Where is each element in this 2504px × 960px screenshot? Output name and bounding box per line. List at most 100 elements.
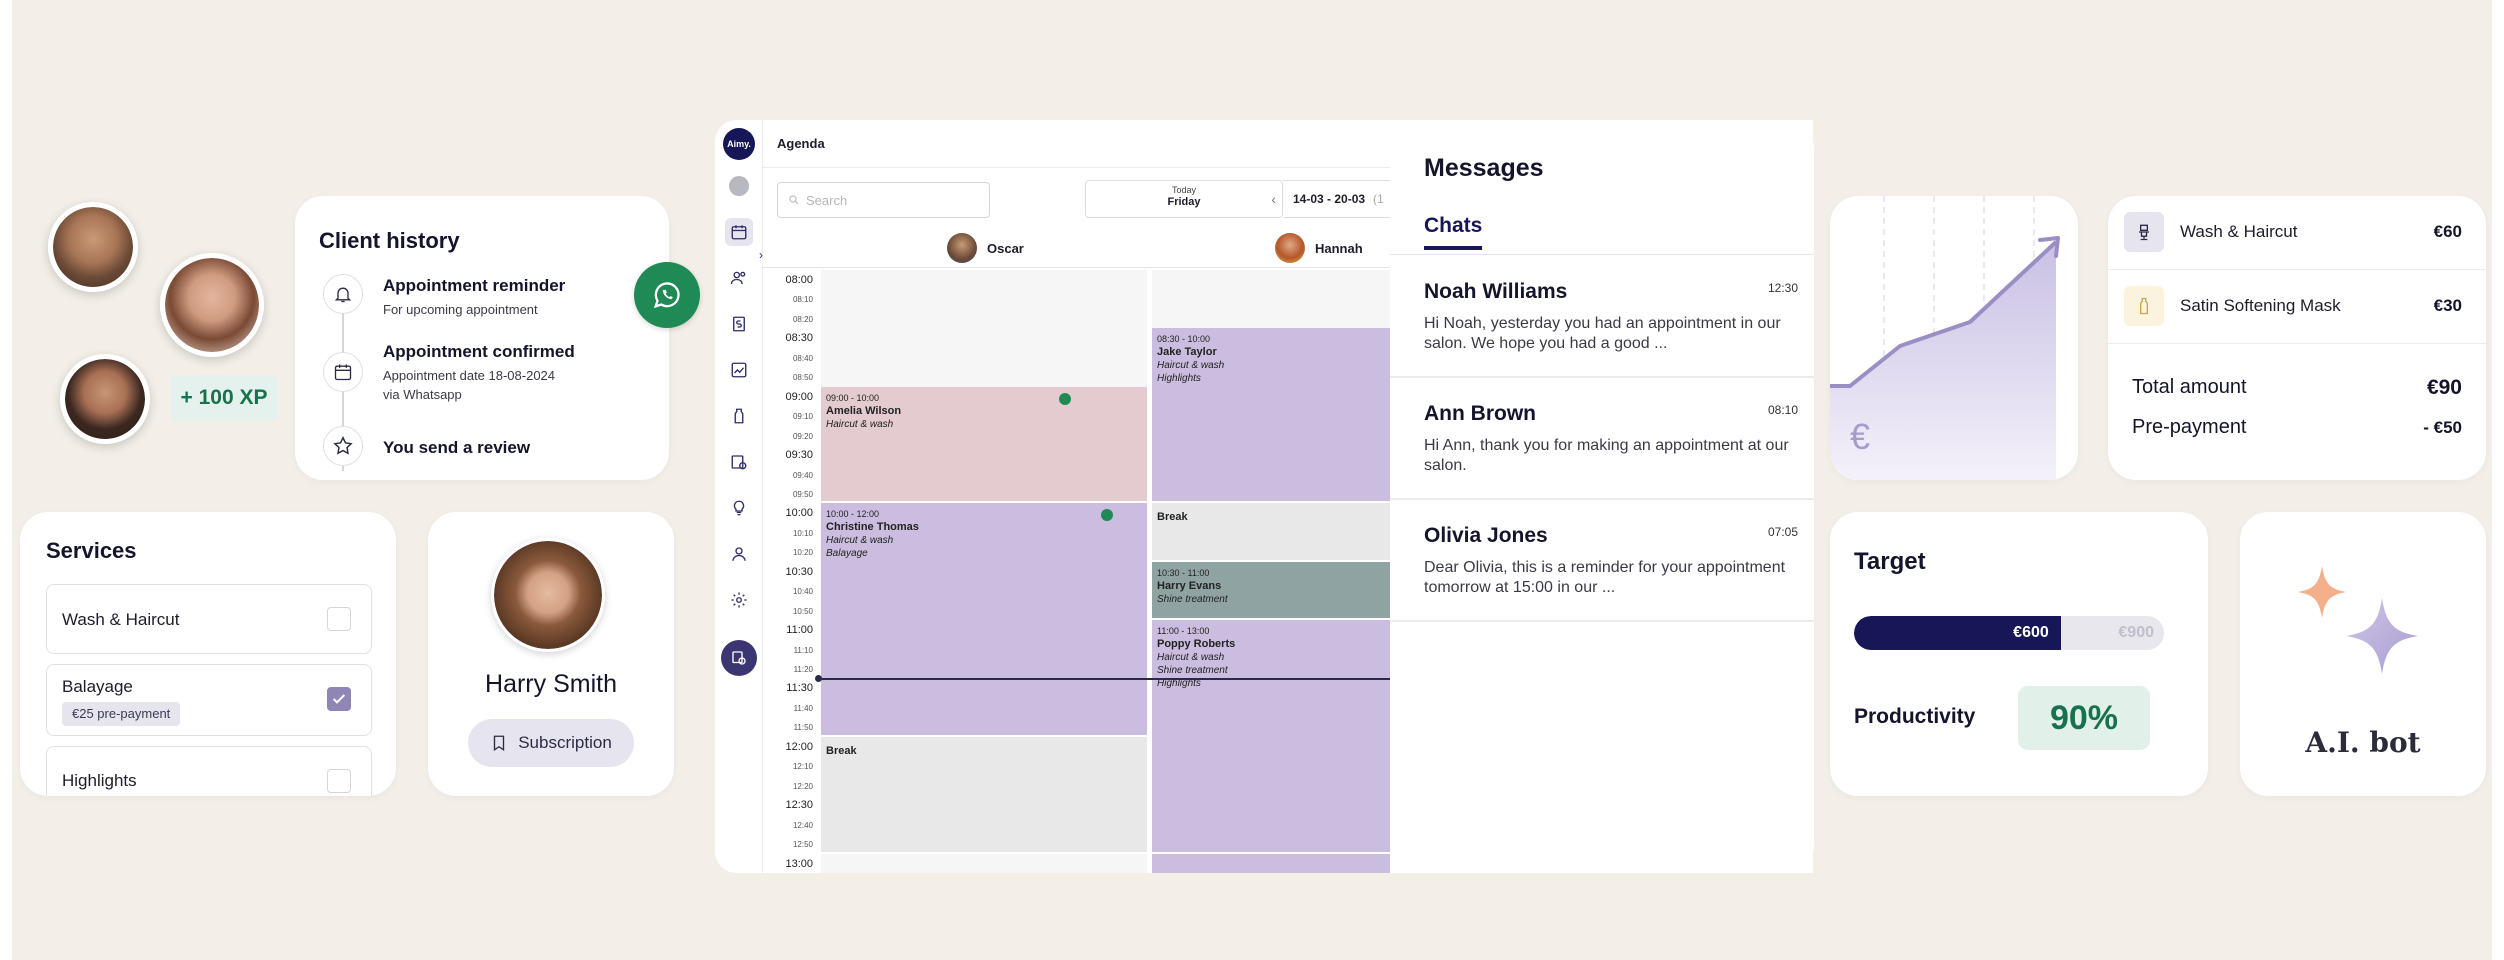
appointment-block[interactable]: 09:00 - 10:00 Amelia Wilson Haircut & wash	[821, 386, 1147, 504]
today-day: Friday	[1167, 196, 1201, 208]
target-goal: €900	[2118, 624, 2154, 641]
trend-area	[1830, 242, 2056, 480]
invoice-icon[interactable]	[725, 310, 753, 338]
chat-item[interactable]: Olivia Jones 07:05 Dear Olivia, this is …	[1390, 500, 1814, 622]
service-label: Wash & Haircut	[62, 610, 180, 629]
booking-app-icon[interactable]	[721, 640, 757, 676]
service-item-wash-haircut[interactable]: Wash & Haircut	[46, 584, 372, 654]
tabs-divider	[1390, 254, 1814, 255]
services-title: Services	[46, 538, 137, 563]
chat-time: 08:10	[1767, 403, 1798, 417]
prepayment-badge: €25 pre-payment	[62, 702, 181, 726]
time-label: 08:00	[785, 274, 813, 286]
product-icon[interactable]	[725, 402, 753, 430]
service-checkbox-checked[interactable]	[327, 687, 351, 711]
appointment-block[interactable]: 10:00 - 12:00 Christine Thomas Haircut & w…	[821, 503, 1147, 737]
time-label: 09:30	[785, 449, 813, 462]
profile-card: Harry Smith Subscription	[428, 512, 674, 796]
staff-avatar	[947, 233, 977, 263]
staff-avatar	[1275, 233, 1305, 263]
time-label: 11:50	[793, 723, 813, 733]
time-label: 11:10	[793, 645, 813, 655]
search-icon	[789, 195, 799, 205]
appointment-service: Highlights	[1157, 373, 1201, 385]
invoice-item-price: €30	[2433, 296, 2462, 315]
current-time-line	[818, 678, 1492, 680]
history-item-sub: Appointment date 18-08-2024	[383, 368, 556, 383]
chat-preview: Hi Noah, yesterday you had an appointmen…	[1424, 315, 1781, 352]
history-item-sub: via Whatsapp	[383, 387, 462, 402]
time-label: 11:00	[786, 624, 813, 637]
avatar-female-1	[160, 253, 264, 357]
appointment-service: Haircut & wash	[826, 535, 894, 547]
status-paid-icon	[1059, 392, 1071, 405]
time-label: 10:40	[792, 587, 813, 597]
clients-icon[interactable]	[725, 264, 753, 292]
time-label: 12:40	[792, 820, 813, 830]
search-input[interactable]: Search	[777, 182, 990, 218]
user-avatar-icon[interactable]	[725, 172, 753, 200]
service-checkbox[interactable]	[327, 769, 351, 793]
chat-name: Noah Williams	[1424, 280, 1568, 303]
app-logo: Aimy.	[723, 128, 755, 160]
time-label: 10:20	[792, 548, 813, 558]
target-progress-bar: €600 €900	[1854, 616, 2164, 650]
agenda-title: Agenda	[777, 136, 825, 151]
euro-icon: €	[1850, 416, 1871, 457]
ai-bot-label: A.I. bot	[2305, 726, 2421, 759]
booking-icon[interactable]	[725, 448, 753, 476]
history-item-title: Appointment reminder	[383, 276, 566, 295]
subscription-button[interactable]: Subscription	[468, 719, 634, 767]
expand-sidebar-icon[interactable]: ›	[759, 248, 763, 262]
time-label: 11:30	[786, 682, 813, 695]
break-block[interactable]: Break	[821, 736, 1147, 854]
appointment-client: Christine Thomas	[826, 521, 919, 534]
appointment-time: 10:30 - 11:00	[1157, 567, 1210, 578]
appointment-time: 08:30 - 10:00	[1157, 334, 1211, 345]
profile-icon[interactable]	[725, 540, 753, 568]
chat-item[interactable]: Ann Brown 08:10 Hi Ann, thank you for ma…	[1390, 378, 1814, 500]
prev-week-icon[interactable]: ‹	[1271, 191, 1276, 207]
invoice-card: Wash & Haircut €60 Satin Softening Mask …	[2108, 196, 2486, 480]
time-label: 08:20	[792, 314, 813, 324]
stats-icon[interactable]	[725, 356, 753, 384]
time-label: 09:50	[792, 489, 813, 499]
invoice-item-price: €60	[2433, 222, 2462, 241]
time-label: 09:20	[792, 431, 813, 441]
appointment-client: Break	[826, 744, 857, 757]
bell-icon	[323, 274, 363, 314]
search-placeholder: Search	[806, 192, 848, 208]
time-label: 11:20	[793, 665, 813, 675]
status-paid-icon	[1101, 509, 1113, 522]
time-label: 09:40	[792, 470, 813, 480]
tab-chats[interactable]: Chats	[1424, 214, 1483, 250]
appointment-time: 09:00 - 10:00	[826, 392, 880, 403]
service-item-balayage[interactable]: Balayage €25 pre-payment	[46, 664, 372, 736]
time-label: 09:10	[792, 412, 813, 422]
chat-item[interactable]: Noah Williams 12:30 Hi Noah, yesterday y…	[1390, 256, 1814, 378]
appointment-service: Highlights	[1157, 678, 1201, 690]
staff-oscar[interactable]: Oscar	[947, 228, 1024, 268]
client-history-card: Client history Appointment reminder For …	[295, 196, 669, 480]
chat-name: Olivia Jones	[1424, 524, 1548, 547]
time-label: 13:00	[785, 857, 813, 870]
calendar-icon[interactable]	[725, 218, 753, 246]
revenue-chart-card: €	[1830, 196, 2078, 480]
service-item-highlights[interactable]: Highlights	[46, 746, 372, 796]
lightbulb-icon[interactable]	[725, 494, 753, 522]
prepayment-label: Pre-payment	[2132, 416, 2247, 438]
staff-name: Hannah	[1315, 240, 1363, 256]
profile-name: Harry Smith	[485, 670, 617, 698]
chat-preview: Dear Olivia, this is a reminder for your…	[1424, 559, 1786, 596]
chat-preview: Hi Ann, thank you for making an appointm…	[1424, 437, 1789, 474]
appointment-time: 11:00 - 13:00	[1157, 626, 1210, 637]
today-button[interactable]: Today Friday ‹	[1085, 180, 1283, 218]
productivity-label: Productivity	[1854, 705, 1976, 728]
time-label: 10:50	[792, 606, 813, 616]
settings-icon[interactable]	[725, 586, 753, 614]
staff-hannah[interactable]: Hannah	[1275, 228, 1363, 268]
whatsapp-button[interactable]	[634, 262, 700, 328]
sparkle-icon	[2298, 566, 2418, 674]
service-checkbox[interactable]	[327, 607, 351, 631]
revenue-trend-chart	[1830, 196, 2060, 480]
